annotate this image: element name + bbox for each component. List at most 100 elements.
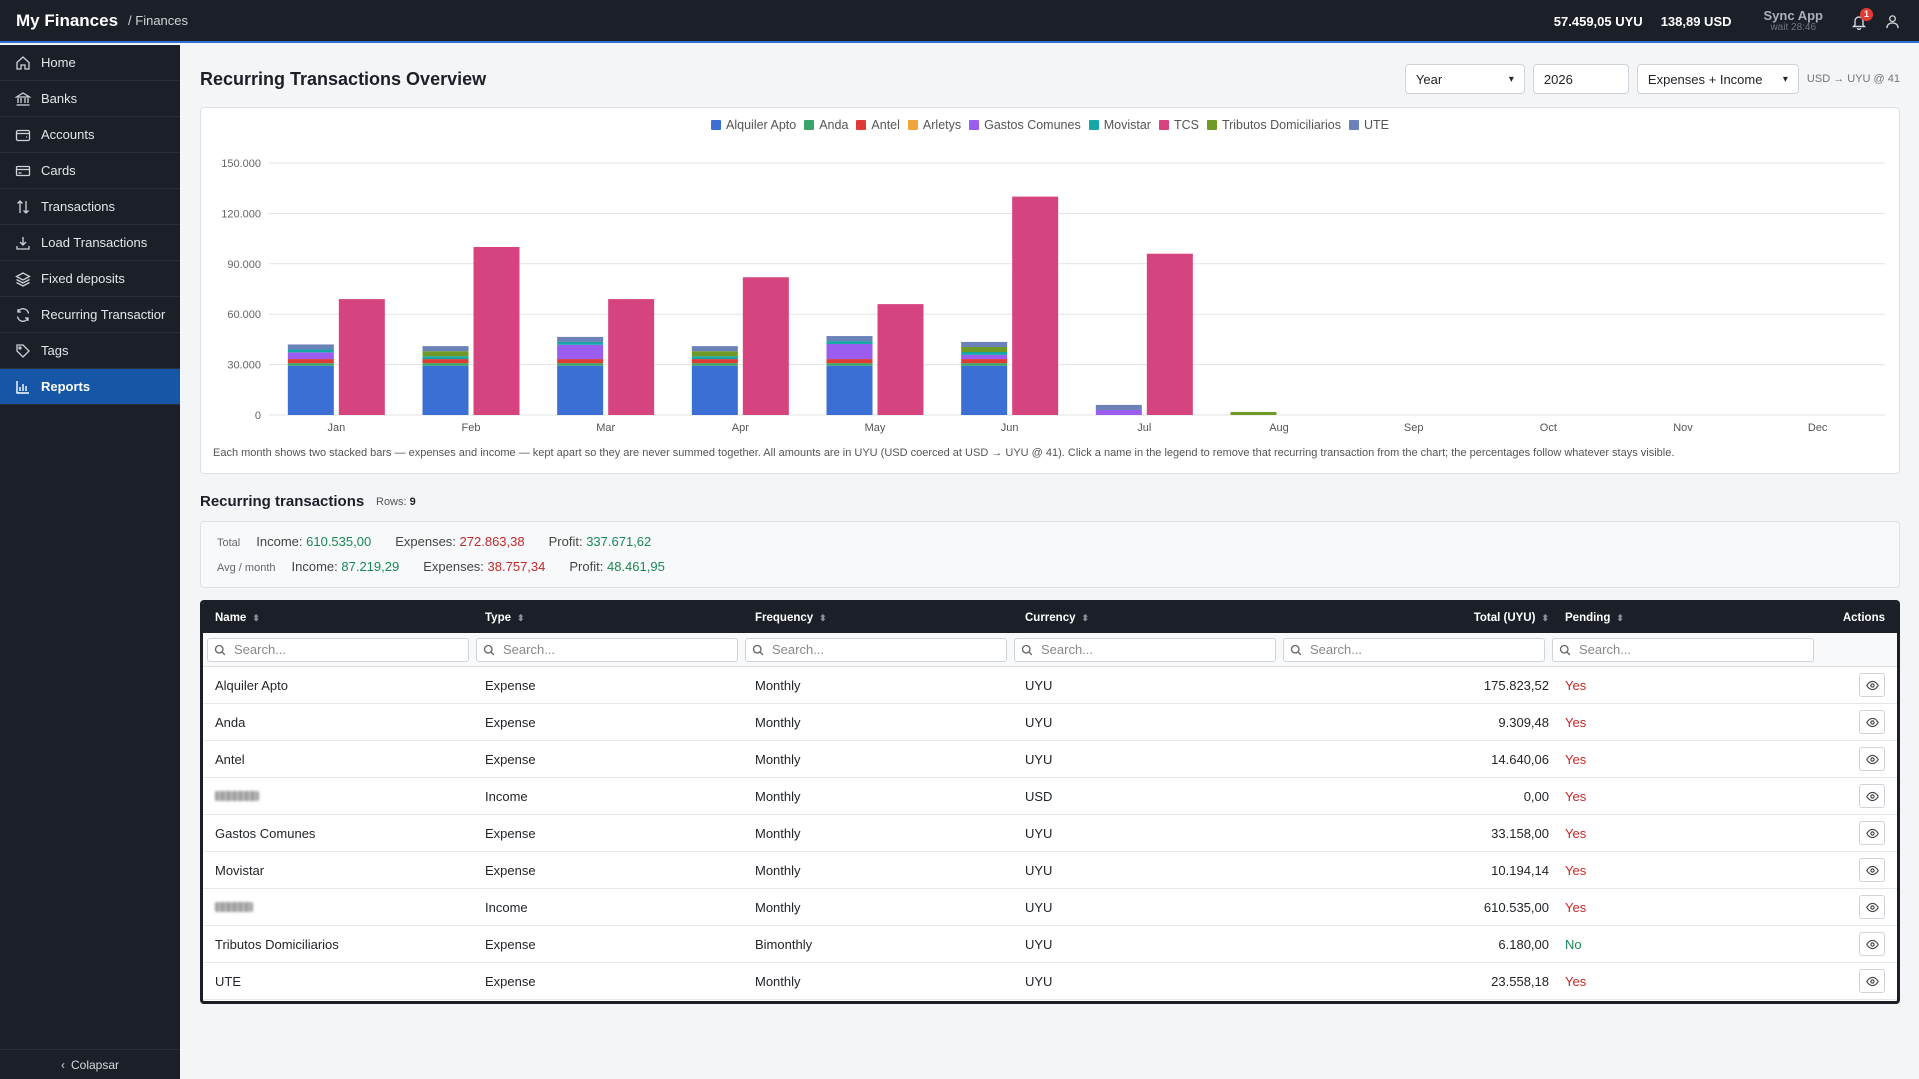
cell-frequency: Monthly <box>755 862 801 878</box>
filter-type-input[interactable]: Search... <box>476 637 738 662</box>
column-header-total[interactable]: Total (UYU) ⬍ <box>1283 612 1553 624</box>
view-button[interactable] <box>1859 821 1885 845</box>
legend-item[interactable]: Gastos Comunes <box>969 118 1081 132</box>
sidebar-item-tags[interactable]: Tags <box>0 333 180 369</box>
notifications-button[interactable]: 1 <box>1843 6 1875 38</box>
sidebar-item-load-transactions[interactable]: Load Transactions <box>0 225 180 261</box>
filter-name-input[interactable]: Search... <box>207 637 469 662</box>
column-header-name[interactable]: Name ⬍ <box>203 612 473 624</box>
table-row[interactable]: Anda Expense Monthly UYU 9.309,48 Yes <box>203 704 1897 741</box>
view-button[interactable] <box>1859 673 1885 697</box>
cell-actions <box>1823 858 1897 882</box>
header-label: Name <box>215 612 247 624</box>
x-tick-label: Mar <box>596 422 615 434</box>
cell-pending: Yes <box>1565 862 1587 878</box>
rows-count-label: Rows: <box>376 496 407 508</box>
cell-actions <box>1823 673 1897 697</box>
sidebar-item-reports[interactable]: Reports <box>0 369 180 405</box>
legend-item[interactable]: Movistar <box>1088 118 1151 132</box>
view-button[interactable] <box>1859 784 1885 808</box>
period-select[interactable]: Year ▾ <box>1404 64 1525 94</box>
table-row[interactable]: Alquiler Apto Expense Monthly UYU 175.823,52… <box>203 667 1897 704</box>
legend-item[interactable]: Alquiler Apto <box>711 118 796 132</box>
header-label: Frequency <box>755 612 814 624</box>
bar-segment <box>877 304 924 415</box>
view-button[interactable] <box>1859 710 1885 734</box>
type-select[interactable]: Expenses + Income ▾ <box>1636 64 1799 94</box>
filter-pending-input[interactable]: Search... <box>1552 637 1814 662</box>
view-button[interactable] <box>1859 932 1885 956</box>
table-row[interactable]: Tributos Domiciliarios Expense Bimonthly UY… <box>203 926 1897 963</box>
sidebar-item-recurring-transactions[interactable]: Recurring Transactior <box>0 297 180 333</box>
sidebar-item-label: Reports <box>41 379 91 394</box>
bar-segment <box>557 365 604 415</box>
header-label: Total (UYU) <box>1473 612 1536 624</box>
user-menu-button[interactable] <box>1875 6 1909 38</box>
cell-total: 9.309,48 <box>1498 714 1549 730</box>
legend-label: UTE <box>1363 118 1389 132</box>
redacted-name <box>215 790 259 801</box>
table-row[interactable]: Movistar Expense Monthly UYU 10.194,14 Yes <box>203 852 1897 889</box>
cell-frequency: Monthly <box>755 714 801 730</box>
table-row[interactable]: Income Monthly USD 0,00 Yes <box>203 778 1897 815</box>
legend-item[interactable]: UTE <box>1348 118 1389 132</box>
table-row[interactable]: Antel Expense Monthly UYU 14.640,06 Yes <box>203 741 1897 778</box>
sidebar-item-fixed-deposits[interactable]: Fixed deposits <box>0 261 180 297</box>
bar-segment <box>287 352 334 360</box>
chevron-down-icon: ▾ <box>1782 73 1788 85</box>
sidebar-item-accounts[interactable]: Accounts <box>0 117 180 153</box>
eye-icon <box>1865 902 1879 912</box>
filter-total-input[interactable]: Search... <box>1283 637 1545 662</box>
column-header-currency[interactable]: Currency ⬍ <box>1013 612 1283 624</box>
cell-actions <box>1823 710 1897 734</box>
x-tick-label: Sep <box>1404 422 1424 434</box>
table-row[interactable]: Income Monthly UYU 610.535,00 Yes <box>203 889 1897 926</box>
bar-segment <box>826 359 873 364</box>
table-row[interactable]: Gastos Comunes Expense Monthly UYU 33.158,00… <box>203 815 1897 852</box>
column-header-type[interactable]: Type ⬍ <box>473 612 743 624</box>
cell-total: 10.194,14 <box>1491 862 1549 878</box>
app-brand[interactable]: My Finances <box>16 10 119 30</box>
sidebar-item-cards[interactable]: Cards <box>0 153 180 189</box>
avg-profit: Profit: 48.461,95 <box>569 559 664 574</box>
collapse-sidebar-button[interactable]: ‹ Colapsar <box>0 1049 180 1079</box>
bar-segment <box>557 341 604 345</box>
cell-frequency: Monthly <box>755 788 801 804</box>
filter-frequency-input[interactable]: Search... <box>745 637 1007 662</box>
legend-swatch <box>711 120 722 130</box>
collapse-label: Colapsar <box>70 1057 120 1072</box>
total-income-value: 610.535,00 <box>306 534 372 549</box>
total-expenses-value: 272.863,38 <box>459 534 525 549</box>
summary-panel: Total Income: 610.535,00 Expenses: 272.8… <box>200 521 1900 588</box>
cell-total: 610.535,00 <box>1483 899 1549 915</box>
sidebar-item-home[interactable]: Home <box>0 45 180 81</box>
legend-item[interactable]: Anda <box>804 118 848 132</box>
column-header-pending[interactable]: Pending ⬍ <box>1553 612 1823 624</box>
view-button[interactable] <box>1859 969 1885 993</box>
view-button[interactable] <box>1859 895 1885 919</box>
search-placeholder: Search... <box>503 642 556 657</box>
legend-item[interactable]: Tributos Domiciliarios <box>1206 118 1341 132</box>
sidebar-item-transactions[interactable]: Transactions <box>0 189 180 225</box>
view-button[interactable] <box>1859 747 1885 771</box>
table-row[interactable]: UTE Expense Monthly UYU 23.558,18 Yes <box>203 963 1897 1000</box>
avg-income: Income: 87.219,29 <box>292 559 400 574</box>
bar-segment <box>961 352 1008 355</box>
search-icon <box>752 644 764 655</box>
legend-item[interactable]: TCS <box>1158 118 1199 132</box>
page-title: Recurring Transactions Overview <box>200 69 487 89</box>
cell-pending: No <box>1565 936 1582 952</box>
x-tick-label: May <box>865 422 886 434</box>
legend-item[interactable]: Antel <box>856 118 900 132</box>
cell-currency: UYU <box>1025 973 1053 989</box>
sidebar-item-banks[interactable]: Banks <box>0 81 180 117</box>
column-header-frequency[interactable]: Frequency ⬍ <box>743 612 1013 624</box>
year-input[interactable] <box>1532 64 1629 94</box>
legend-item[interactable]: Arletys <box>907 118 961 132</box>
view-button[interactable] <box>1859 858 1885 882</box>
search-placeholder: Search... <box>1310 642 1363 657</box>
sync-app-button[interactable]: Sync App wait 28:46 <box>1758 9 1829 34</box>
filter-currency-input[interactable]: Search... <box>1014 637 1276 662</box>
total-profit-value: 337.671,62 <box>586 534 652 549</box>
sidebar-item-label: Recurring Transactior <box>41 307 166 322</box>
